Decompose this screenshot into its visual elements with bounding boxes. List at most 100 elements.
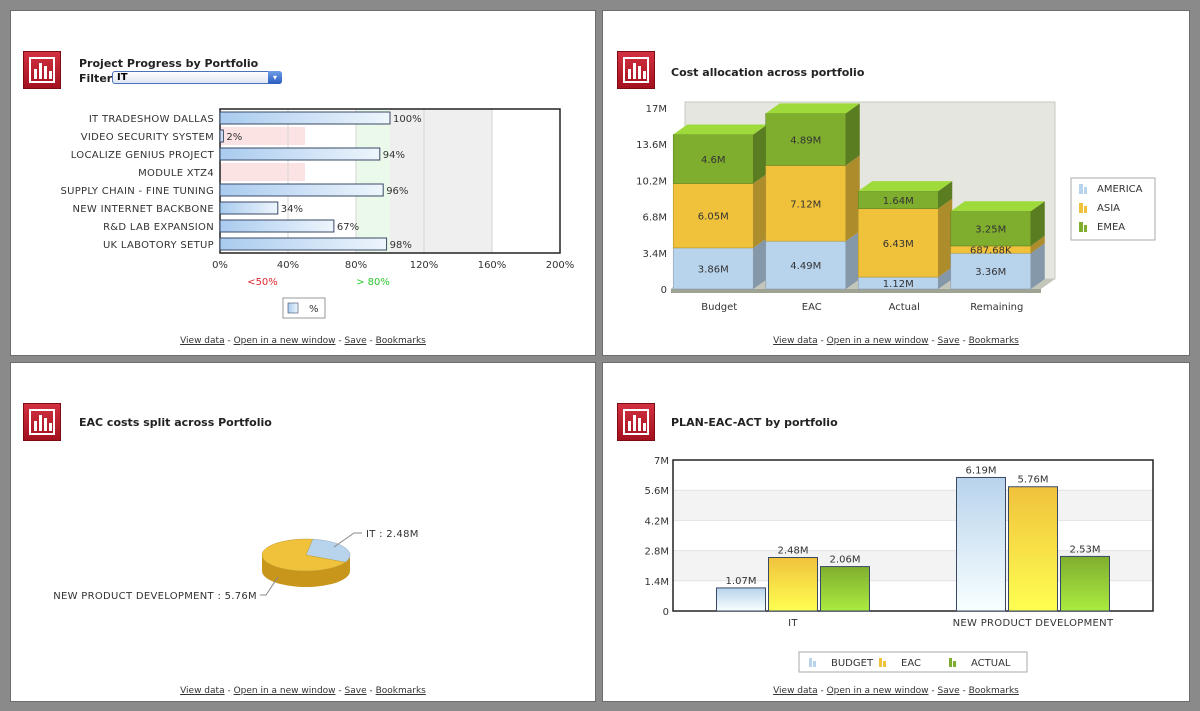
progress-bar [219,129,224,143]
data-label: 7.12M [790,199,821,210]
progress-bar [219,219,335,233]
legend-label: ASIA [1097,203,1120,214]
open-new-window-link[interactable]: Open in a new window [233,686,336,696]
bar-side [753,237,768,289]
pie-slice [261,538,346,572]
data-label: 4.49M [790,261,821,272]
open-new-window-link[interactable]: Open in a new window [826,686,929,696]
trend-zone-low [220,127,305,145]
bar-segment [672,183,754,249]
bar-side [938,181,953,209]
chevron-down-icon: ▾ [268,71,282,84]
legend-label: EAC [901,658,921,669]
bookmarks-link[interactable]: Bookmarks [375,336,426,346]
legend-swatch [1084,225,1087,232]
save-link[interactable]: Save [344,686,367,696]
data-label: 1.64M [883,196,914,207]
chart-app-icon [23,51,61,89]
save-link[interactable]: Save [344,336,367,346]
save-link[interactable]: Save [937,336,960,346]
trend-zone-high [356,109,390,253]
filter-select[interactable]: IT ▾ [112,71,282,84]
panel-title: PLAN-EAC-ACT by portfolio [671,416,838,429]
bar-segment [765,113,847,166]
y-tick-label: 1.4M [644,577,669,588]
stacked-bar-chart: 0 3.4M 6.8M 10.2M 13.6M 17M 3.86M 6.05M 4.6M Budg… [636,101,1156,313]
view-data-link[interactable]: View data [180,336,225,346]
x-tick-label: 120% [410,260,439,271]
x-tick-label: Budget [701,302,737,313]
legend-swatch [813,661,816,667]
panel-links: View data - Open in a new window - Save … [180,336,426,346]
data-label: 1.07M [726,576,757,587]
leader-line [333,532,362,548]
bookmarks-link[interactable]: Bookmarks [968,686,1019,696]
bar [716,587,766,612]
bar-top [673,124,768,135]
progress-bar [219,183,384,197]
data-label: 34% [281,204,303,215]
bookmarks-link[interactable]: Bookmarks [375,686,426,696]
bar [768,557,818,612]
category-label: UK LABOTORY SETUP [103,240,214,251]
bar-side [845,231,860,289]
view-data-link[interactable]: View data [180,686,225,696]
view-data-link[interactable]: View data [773,686,818,696]
y-tick-label: 7M [654,456,669,467]
y-tick-label: 2.8M [644,547,669,558]
bar-segment [765,240,847,290]
bar-side [1030,235,1045,254]
x-tick-label: 80% [345,260,367,271]
legend-swatch [809,658,812,667]
bar-side [753,173,768,248]
data-label: 4.89M [790,135,821,146]
panel-title: Cost allocation across portfolio [671,66,865,79]
legend-swatch [1084,187,1087,194]
open-new-window-link[interactable]: Open in a new window [826,336,929,346]
x-tick-label: 160% [478,260,507,271]
bar [1008,486,1058,612]
progress-bar [219,237,388,251]
data-label: 2% [226,132,242,143]
data-label: 3.36M [975,267,1006,278]
panel-links: View data - Open in a new window - Save … [773,686,1019,696]
plot-border [672,459,1154,612]
data-label: 3.86M [698,264,729,275]
open-new-window-link[interactable]: Open in a new window [233,336,336,346]
trend-label-high: > 80% [356,277,390,288]
bar-side [1030,243,1045,289]
y-tick-label: 10.2M [636,176,667,187]
bookmarks-link[interactable]: Bookmarks [968,336,1019,346]
filter-value: IT [117,72,128,83]
category-label: VIDEO SECURITY SYSTEM [81,132,214,143]
bar-segment [857,208,939,278]
y-tick-label: 13.6M [636,140,667,151]
leader-line [260,576,279,596]
category-label: R&D LAB EXPANSION [103,222,214,233]
save-link[interactable]: Save [937,686,960,696]
data-label: 3.25M [975,225,1006,236]
panel-title: Project Progress by Portfolio [79,57,259,70]
y-tick-label: 3.4M [642,249,667,260]
data-label: 6.05M [698,212,729,223]
plot-border [219,108,561,254]
trend-zone-low [220,163,305,181]
category-label: SUPPLY CHAIN - FINE TUNING [60,186,214,197]
data-label: 94% [383,150,405,161]
category-label: IT TRADESHOW DALLAS [89,114,214,125]
view-data-link[interactable]: View data [773,336,818,346]
data-label: 4.6M [701,155,726,166]
x-tick-label: 200% [546,260,575,271]
bar-segment [765,165,847,242]
cost-allocation-panel: Cost allocation across portfolio 0 3.4M 6.… [602,10,1190,356]
pie-chart: IT : 2.48M NEW PRODUCT DEVELOPMENT : 5.76… [53,529,419,602]
progress-bar [219,201,279,215]
bar-side [938,267,953,289]
grouped-bar-chart: 0 1.4M 2.8M 4.2M 5.6M 7M 1.07M 2.48M 2.06M IT 6.19… [644,456,1154,673]
data-label: 96% [386,186,408,197]
slice-label: NEW PRODUCT DEVELOPMENT : 5.76M [53,591,257,602]
bar-side [845,103,860,166]
bar [820,566,870,612]
slice-label: IT : 2.48M [366,529,419,540]
y-tick-label: 4.2M [644,516,669,527]
